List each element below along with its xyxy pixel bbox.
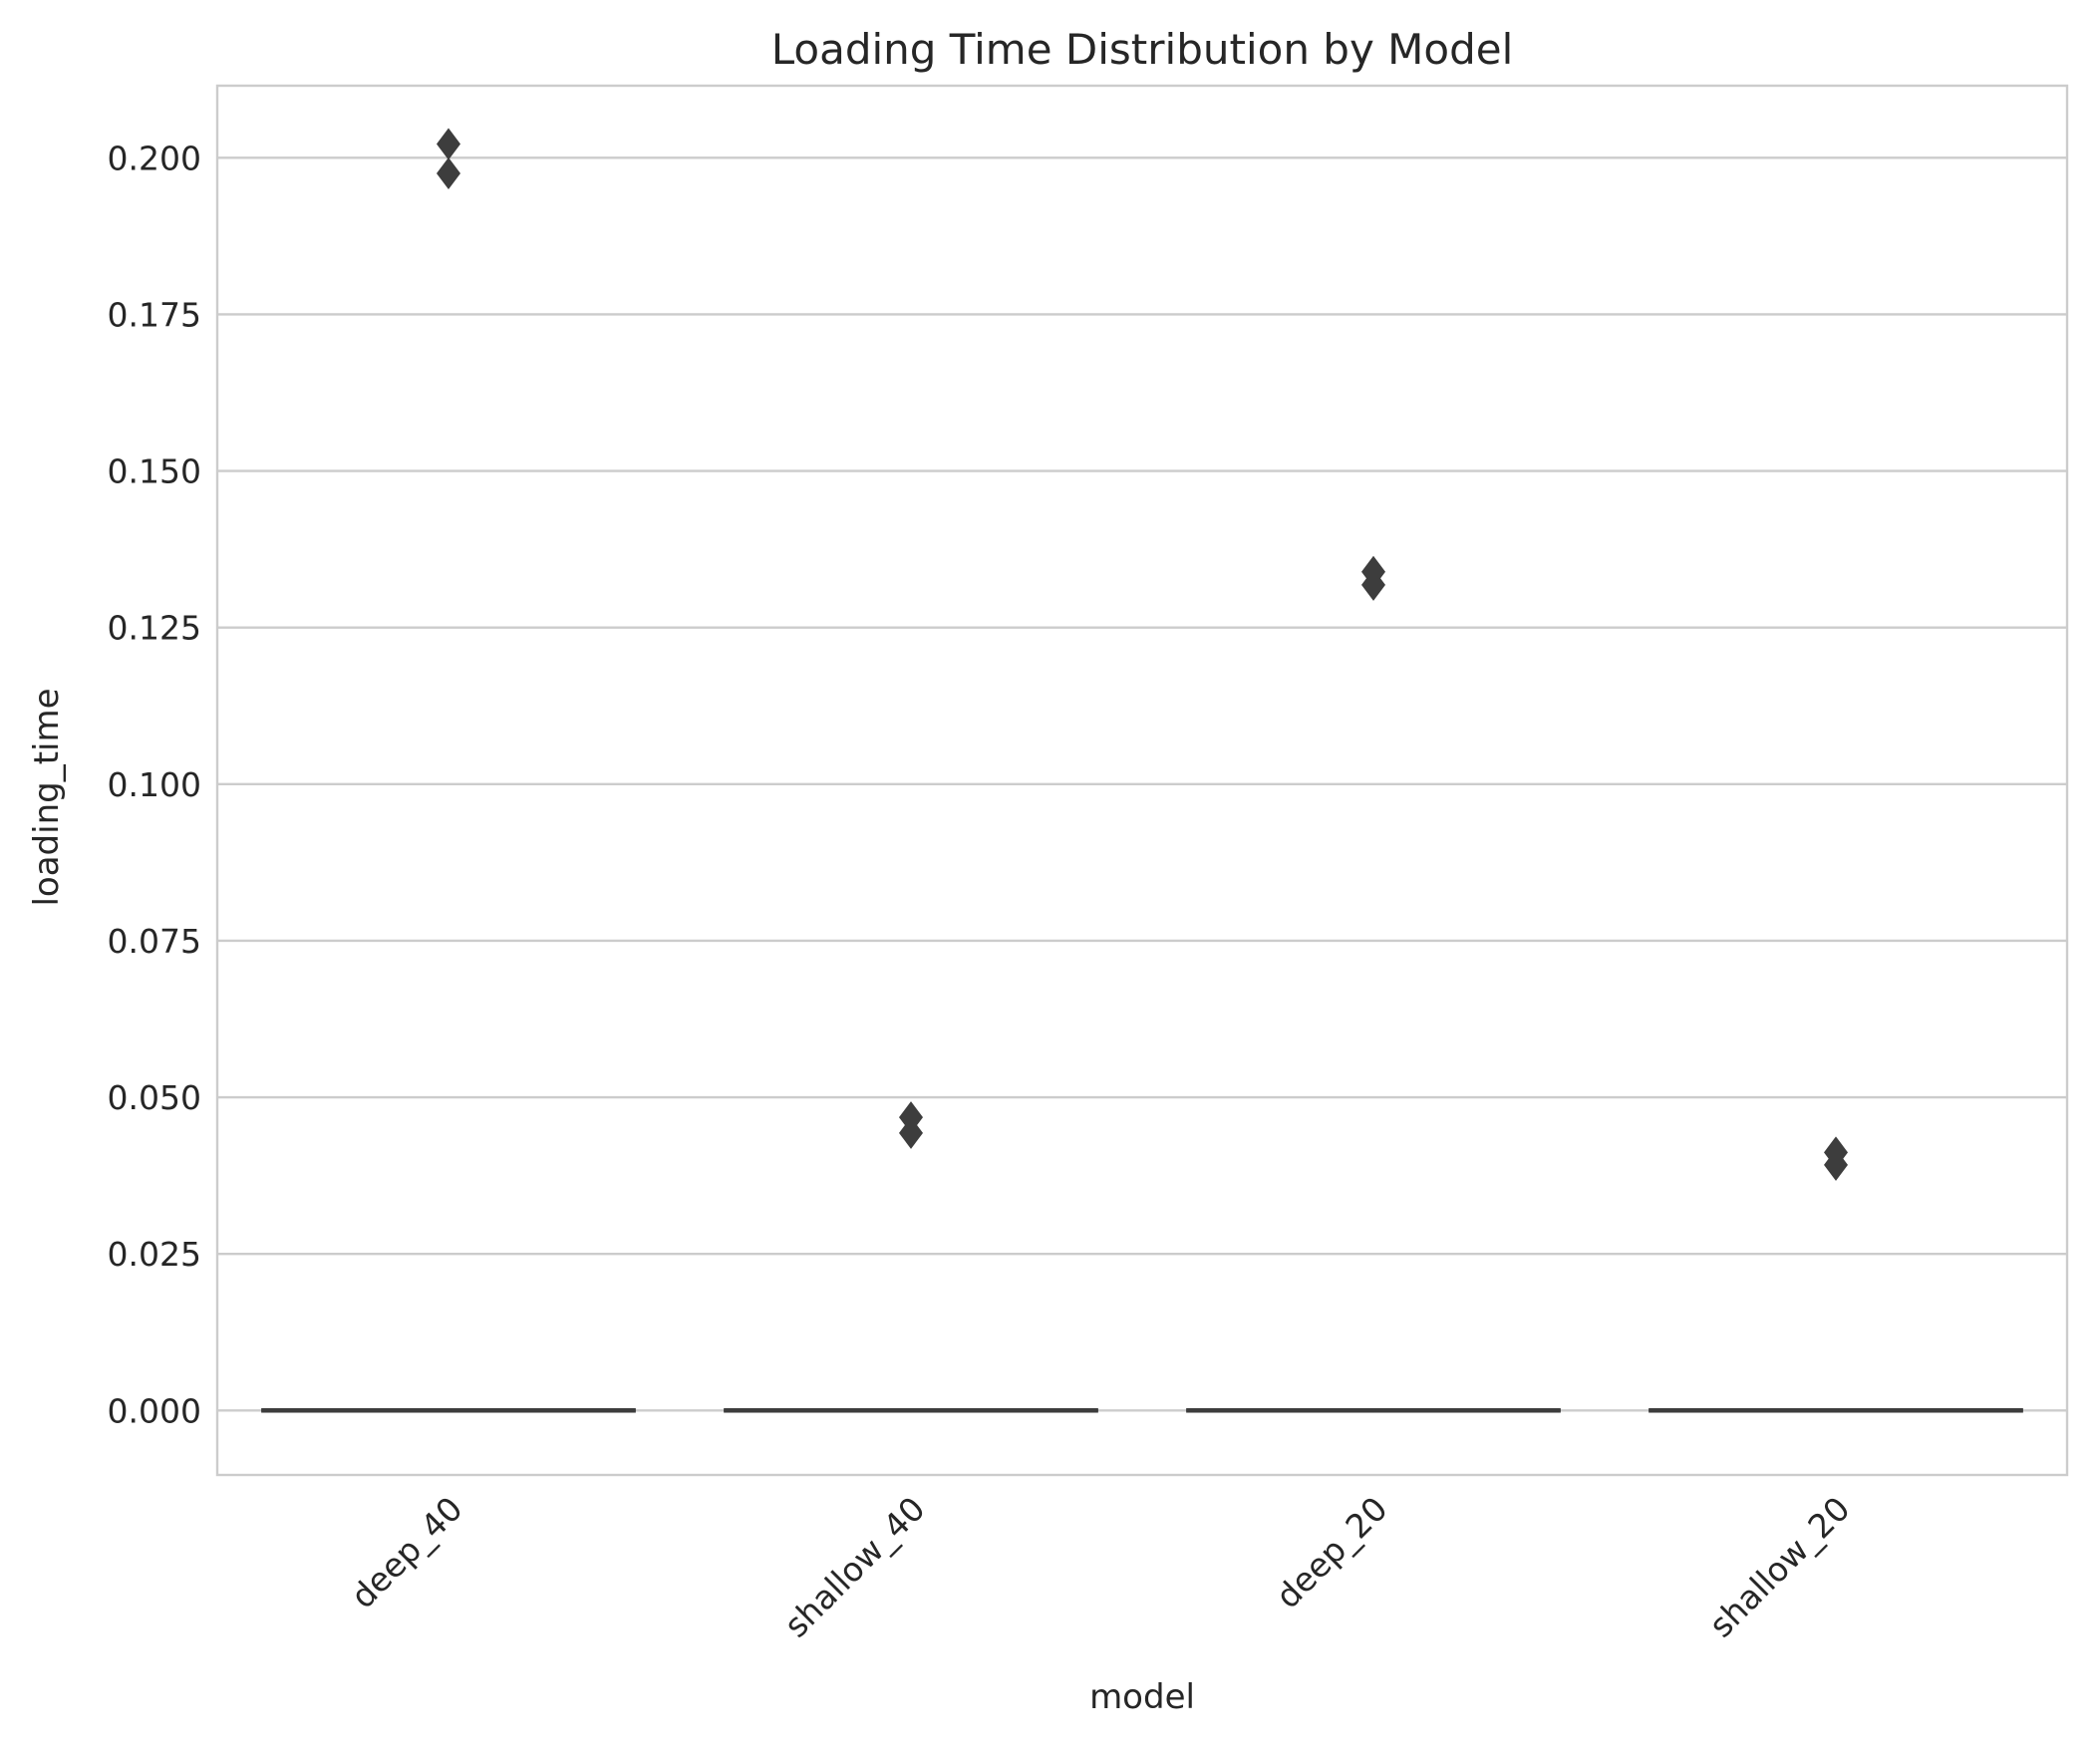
box-shallow_40: [724, 1101, 1098, 1413]
x-axis-label: model: [1089, 1677, 1195, 1717]
box-deep_20: [1186, 555, 1561, 1413]
x-axis-ticks: deep_40 shallow_40 deep_20 shallow_20: [343, 1489, 1857, 1645]
x-tick-label: shallow_20: [1701, 1489, 1858, 1645]
y-tick-label: 0.175: [108, 295, 201, 334]
box-layer: [261, 128, 2023, 1413]
y-tick-label: 0.025: [108, 1235, 201, 1274]
outlier-point: [437, 128, 460, 160]
y-tick-label: 0.050: [108, 1078, 201, 1117]
chart-title: Loading Time Distribution by Model: [771, 25, 1514, 74]
outlier-point: [437, 156, 460, 189]
y-tick-label: 0.075: [108, 922, 201, 961]
x-tick-label: deep_40: [343, 1489, 469, 1615]
y-tick-label: 0.150: [108, 452, 201, 491]
x-tick-label: deep_20: [1268, 1489, 1394, 1615]
y-tick-label: 0.000: [108, 1391, 201, 1430]
box-shallow_20: [1649, 1136, 2023, 1413]
y-tick-label: 0.100: [108, 765, 201, 804]
y-tick-label: 0.125: [108, 609, 201, 648]
outlier-point: [1824, 1148, 1848, 1181]
y-tick-label: 0.200: [108, 139, 201, 177]
plot-frame: [215, 84, 2069, 1477]
grid-layer: [217, 156, 2067, 1412]
y-axis-label: loading_time: [27, 688, 67, 906]
outlier-point: [899, 1116, 923, 1149]
y-axis-ticks: 0.000 0.025 0.050 0.075 0.100 0.125 0.150 0.175…: [108, 139, 201, 1430]
box-deep_40: [261, 128, 636, 1413]
outlier-point: [1361, 568, 1385, 601]
x-tick-label: shallow_40: [776, 1489, 933, 1645]
